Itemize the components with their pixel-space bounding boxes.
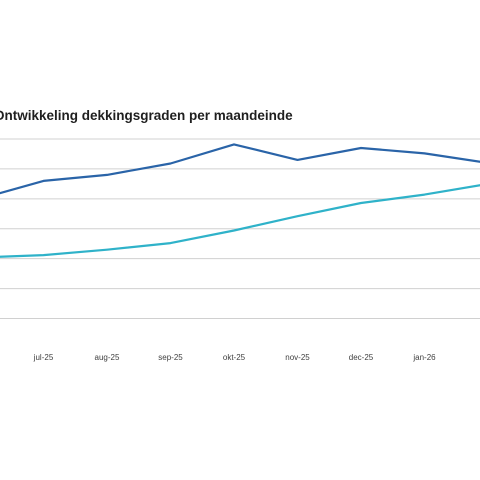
gridlines	[0, 138, 480, 319]
series-lines	[0, 143, 480, 258]
x-axis-tick-labels: jul-25 aug-25 sep-25 okt-25 nov-25 dec-25 jan-…	[33, 353, 436, 362]
x-tick-label: okt-25	[223, 353, 246, 362]
series-line-2	[0, 184, 480, 258]
series-line-1	[0, 143, 480, 195]
x-tick-label: nov-25	[285, 353, 310, 362]
chart-title: Ontwikkeling dekkingsgraden per maandein…	[0, 108, 293, 123]
x-tick-label: jan-26	[412, 353, 436, 362]
x-tick-label: sep-25	[158, 353, 183, 362]
x-tick-label: dec-25	[349, 353, 374, 362]
x-tick-label: jul-25	[33, 353, 54, 362]
x-tick-label: aug-25	[95, 353, 120, 362]
